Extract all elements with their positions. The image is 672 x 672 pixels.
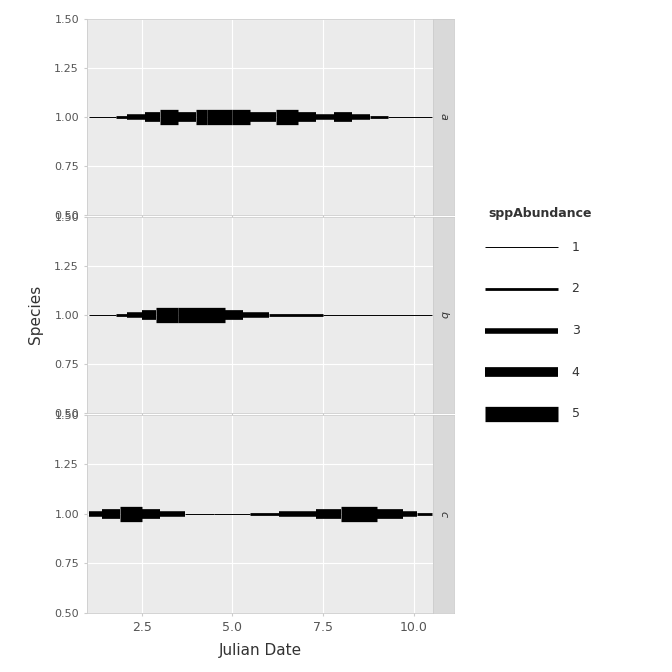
Text: 1: 1 xyxy=(572,241,579,254)
Text: 3: 3 xyxy=(572,324,579,337)
Text: c: c xyxy=(439,511,448,517)
Text: 5: 5 xyxy=(572,407,580,421)
Text: sppAbundance: sppAbundance xyxy=(489,207,592,220)
Text: a: a xyxy=(439,114,448,120)
Text: b: b xyxy=(439,311,448,319)
Y-axis label: Species: Species xyxy=(28,285,43,345)
X-axis label: Julian Date: Julian Date xyxy=(219,642,302,657)
Text: 2: 2 xyxy=(572,282,579,296)
Text: 4: 4 xyxy=(572,366,579,379)
